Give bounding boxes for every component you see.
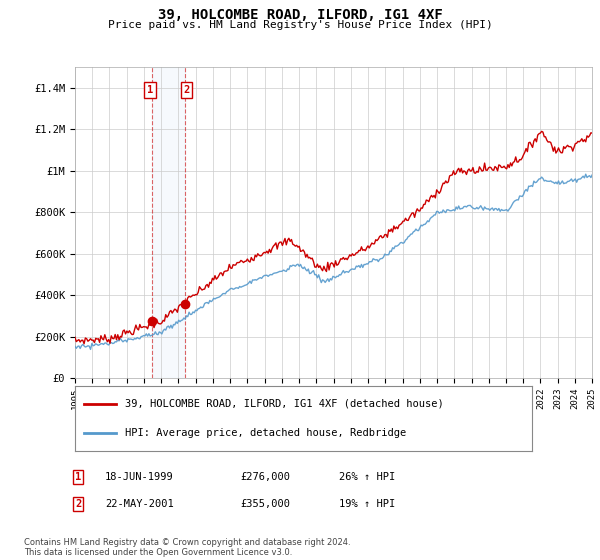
Text: HPI: Average price, detached house, Redbridge: HPI: Average price, detached house, Redb… — [125, 428, 407, 438]
Text: 39, HOLCOMBE ROAD, ILFORD, IG1 4XF (detached house): 39, HOLCOMBE ROAD, ILFORD, IG1 4XF (deta… — [125, 399, 444, 409]
Bar — [152, 67, 185, 378]
Text: 2: 2 — [75, 499, 81, 509]
Text: 1: 1 — [75, 472, 81, 482]
Text: 1: 1 — [146, 85, 153, 95]
Text: 2: 2 — [183, 85, 190, 95]
Text: Contains HM Land Registry data © Crown copyright and database right 2024.
This d: Contains HM Land Registry data © Crown c… — [24, 538, 350, 557]
Text: Price paid vs. HM Land Registry's House Price Index (HPI): Price paid vs. HM Land Registry's House … — [107, 20, 493, 30]
Text: 18-JUN-1999: 18-JUN-1999 — [105, 472, 174, 482]
Text: 22-MAY-2001: 22-MAY-2001 — [105, 499, 174, 509]
Text: 26% ↑ HPI: 26% ↑ HPI — [339, 472, 395, 482]
Text: 19% ↑ HPI: 19% ↑ HPI — [339, 499, 395, 509]
Text: 39, HOLCOMBE ROAD, ILFORD, IG1 4XF: 39, HOLCOMBE ROAD, ILFORD, IG1 4XF — [158, 8, 442, 22]
Text: £355,000: £355,000 — [240, 499, 290, 509]
Text: £276,000: £276,000 — [240, 472, 290, 482]
